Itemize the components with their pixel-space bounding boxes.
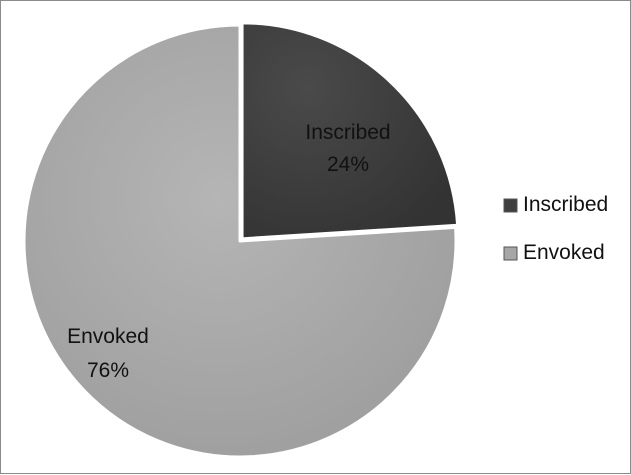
pie-slice-envoked [22,23,458,459]
slice-label-name-inscribed: Inscribed [305,121,390,144]
pie-slice-labels: Inscribed 24% Envoked 76% [67,121,390,382]
legend-label-inscribed: Inscribed [523,193,608,216]
slice-label-name-envoked: Envoked [67,325,149,348]
slice-label-value-inscribed: 24% [327,153,369,176]
pie-slice-inscribed [240,21,460,241]
pie-slices [22,21,460,459]
legend-label-envoked: Envoked [523,241,605,264]
slice-label-value-envoked: 76% [87,359,129,382]
legend-swatch-envoked [503,246,518,261]
legend: Inscribed Envoked [503,193,608,264]
legend-swatch-inscribed [503,198,518,213]
